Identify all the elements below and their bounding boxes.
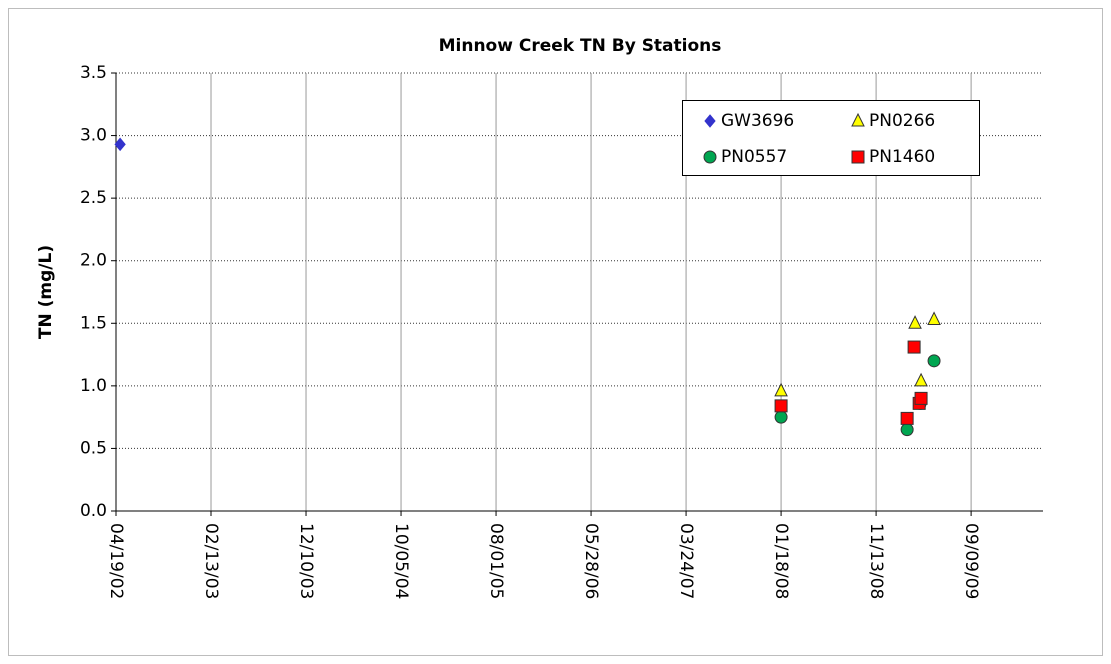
y-tick-label: 1.5 xyxy=(80,313,107,333)
point xyxy=(774,399,788,413)
y-tick-label: 2.0 xyxy=(80,251,107,271)
x-tick-label: 04/19/02 xyxy=(106,523,126,599)
x-tick-label: 11/13/08 xyxy=(866,523,886,599)
point xyxy=(774,382,788,397)
point xyxy=(114,137,126,152)
legend-box xyxy=(682,100,980,176)
legend-label: PN1460 xyxy=(869,147,935,167)
point xyxy=(927,354,941,368)
x-tick-label: 05/28/06 xyxy=(581,523,601,599)
legend-marker xyxy=(703,150,717,164)
point xyxy=(927,311,941,326)
point xyxy=(914,391,928,405)
x-tick-label: 01/18/08 xyxy=(771,523,791,599)
point xyxy=(908,315,922,329)
y-tick-label: 3.0 xyxy=(80,126,107,146)
x-tick-label: 08/01/05 xyxy=(486,523,506,599)
point xyxy=(914,372,928,387)
legend-marker xyxy=(704,114,716,128)
legend-label: GW3696 xyxy=(721,111,794,131)
x-tick-label: 09/09/09 xyxy=(961,523,981,599)
legend-label: PN0557 xyxy=(721,147,787,167)
y-axis-label: TN (mg/L) xyxy=(36,245,56,339)
x-tick-label: 02/13/03 xyxy=(201,523,221,599)
y-tick-label: 3.5 xyxy=(80,63,107,83)
x-tick-label: 12/10/03 xyxy=(296,523,316,599)
legend-marker xyxy=(851,150,865,164)
point xyxy=(900,411,914,425)
point xyxy=(900,423,914,437)
point xyxy=(907,340,921,354)
x-tick-label: 03/24/07 xyxy=(676,523,696,599)
y-tick-label: 0.0 xyxy=(80,501,107,521)
x-tick-label: 10/05/04 xyxy=(391,523,411,599)
point xyxy=(774,410,788,424)
legend-label: PN0266 xyxy=(869,111,935,131)
y-tick-label: 2.5 xyxy=(80,188,107,208)
y-tick-label: 0.5 xyxy=(80,438,107,458)
legend-marker xyxy=(851,112,865,127)
chart-title: Minnow Creek TN By Stations xyxy=(439,36,722,56)
y-tick-label: 1.0 xyxy=(80,376,107,396)
